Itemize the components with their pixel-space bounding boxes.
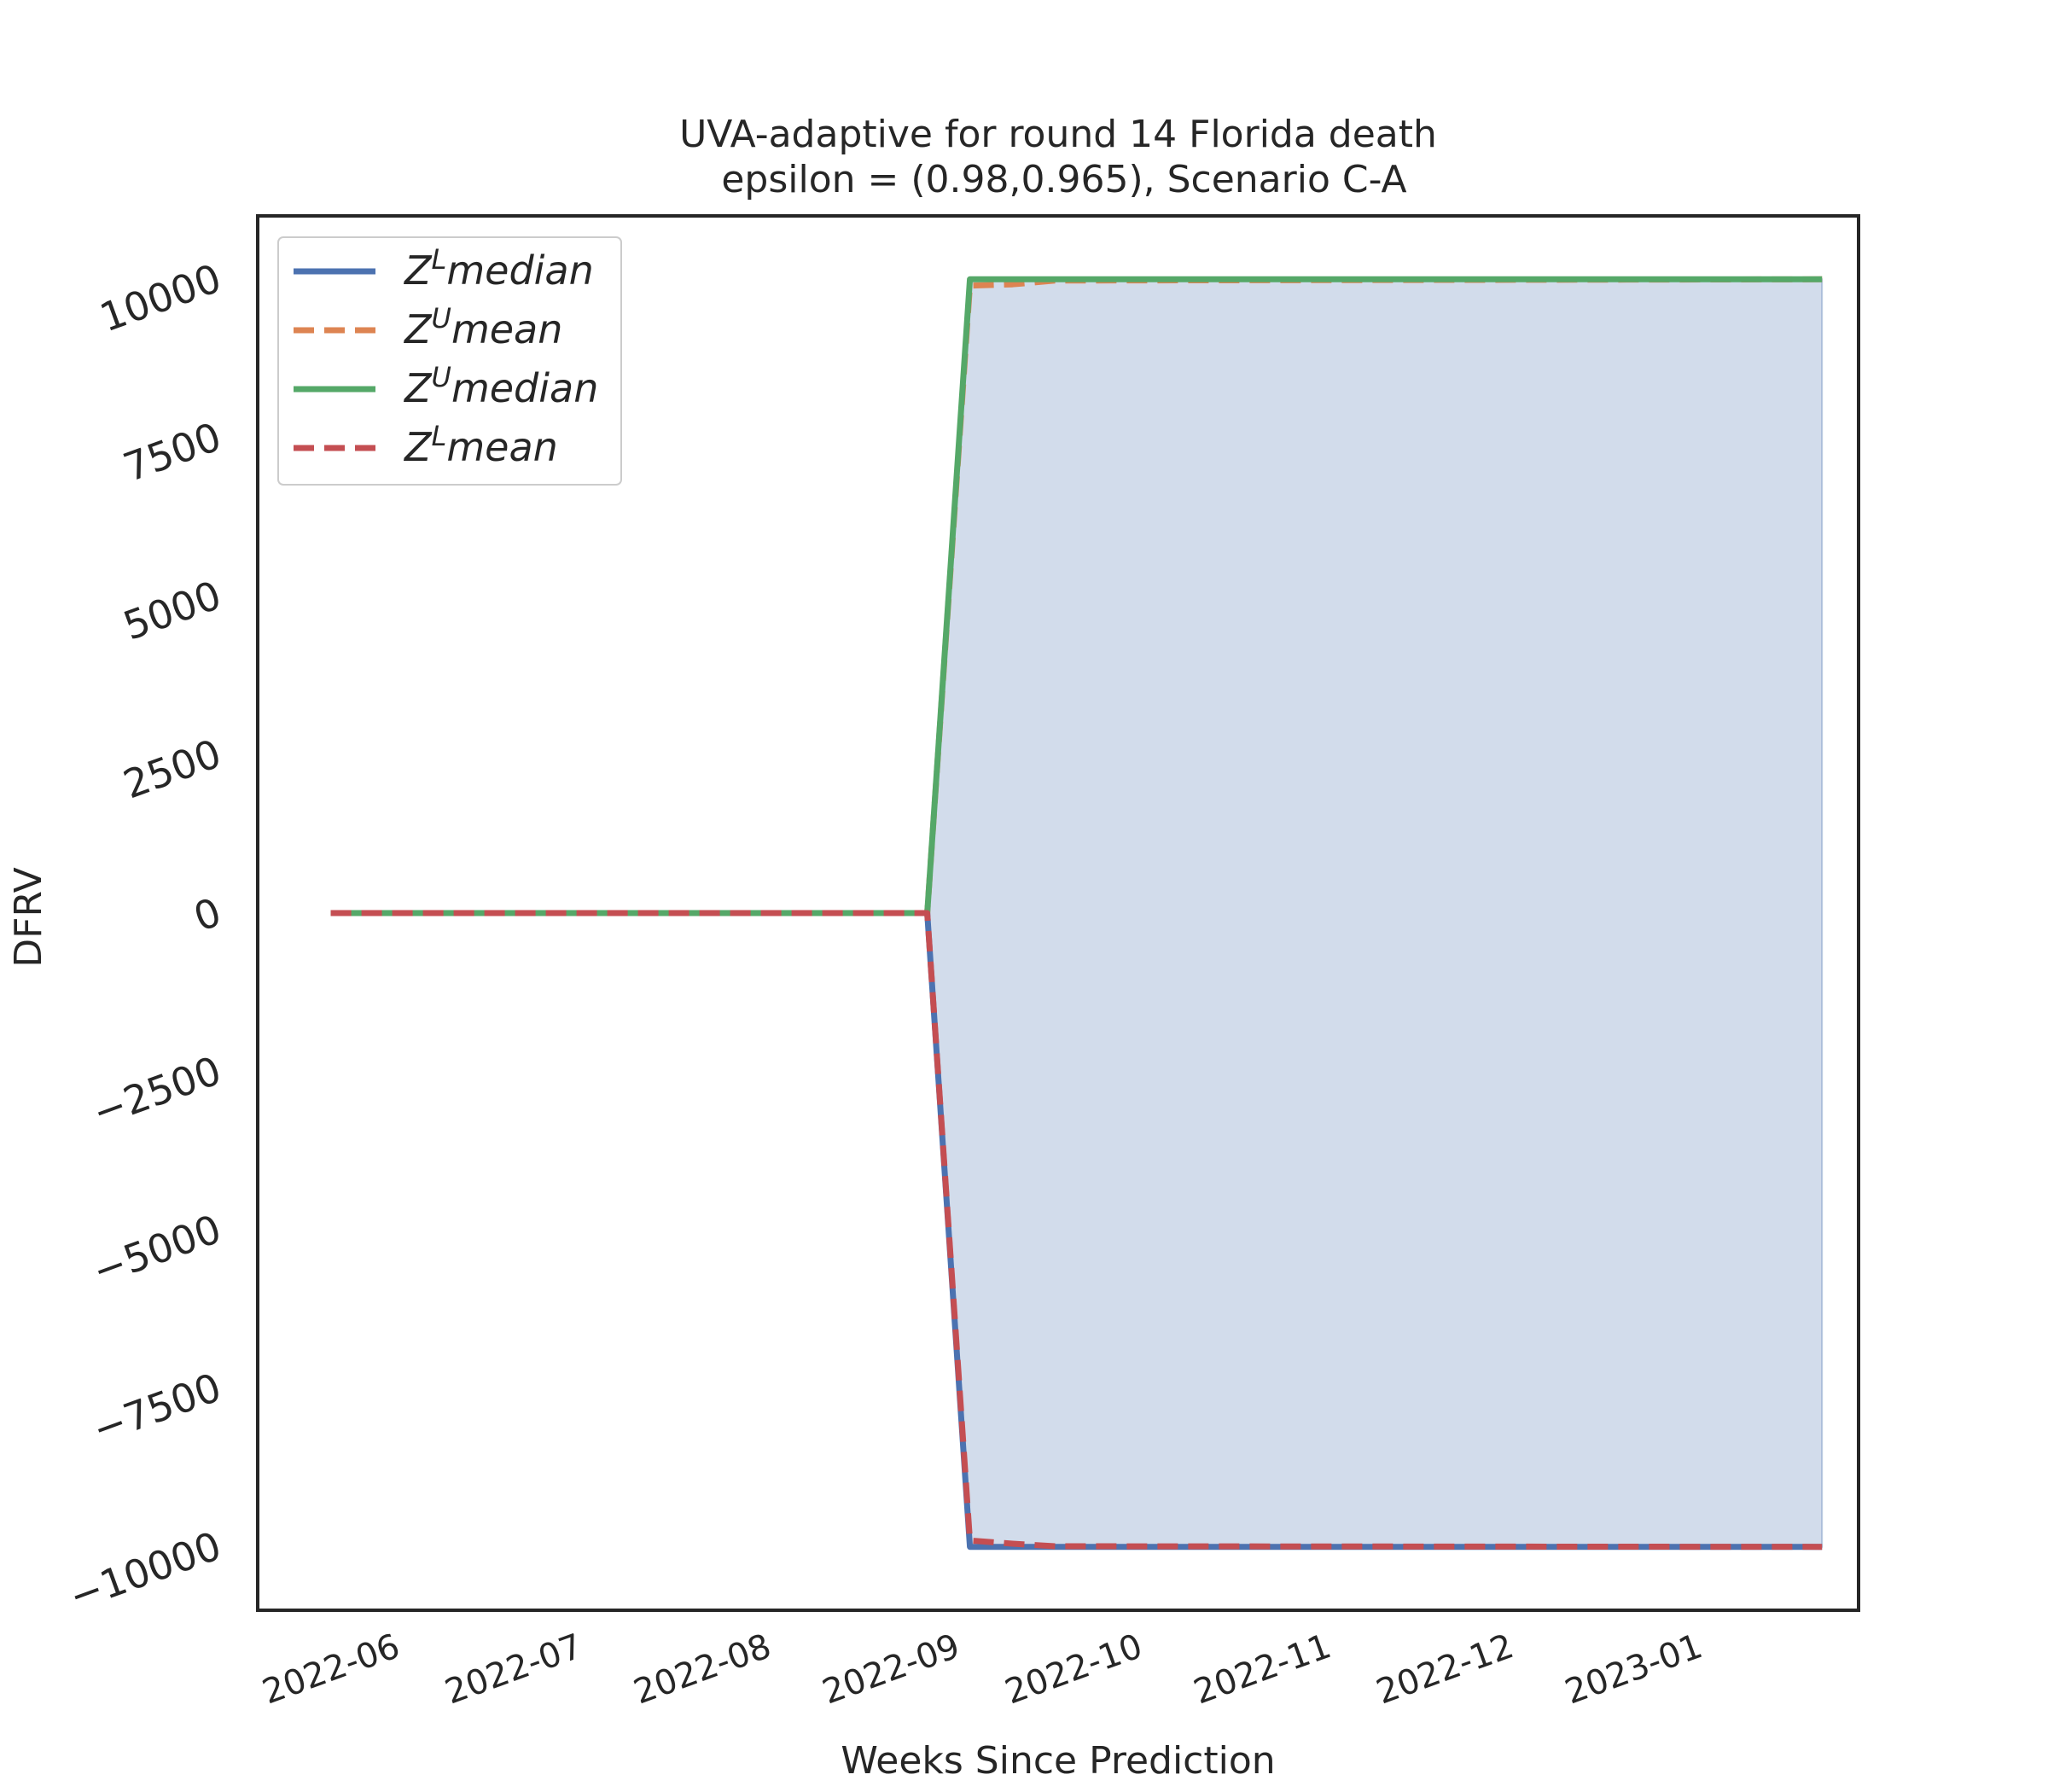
- x-tick-label: 2022-07: [440, 1626, 588, 1712]
- x-tick-label: 2023-01: [1560, 1626, 1708, 1712]
- legend-box: [277, 236, 622, 486]
- x-tick-label: 2022-11: [1189, 1626, 1336, 1712]
- y-tick-label: −2500: [86, 1047, 227, 1136]
- legend-entry-label: ZUmean: [403, 302, 562, 352]
- x-tick-label: 2022-10: [1000, 1626, 1148, 1712]
- y-tick-label: 5000: [118, 572, 227, 649]
- y-axis-ticks: −10000 −7500 −5000 −2500 0 2500 5000 7500 10000: [63, 255, 227, 1620]
- legend-entry-label: ZUmedian: [403, 361, 598, 411]
- y-tick-label: 10000: [94, 255, 227, 341]
- y-tick-label: 2500: [118, 730, 227, 808]
- plot-frame: [256, 214, 1860, 1612]
- x-axis-label: Weeks Since Prediction: [841, 1739, 1275, 1783]
- y-tick-label: 7500: [118, 413, 227, 491]
- legend-entry-label: ZLmean: [403, 420, 558, 470]
- legend-entry-label: ZLmedian: [403, 243, 594, 294]
- y-tick-label: 0: [188, 888, 227, 940]
- x-tick-label: 2022-09: [817, 1626, 965, 1712]
- y-axis-label: DFRV: [7, 867, 50, 967]
- chart-title-line-1: UVA-adaptive for round 14 Florida death: [679, 113, 1437, 156]
- x-tick-label: 2022-06: [258, 1626, 405, 1712]
- plot-area: [330, 276, 1824, 1551]
- y-tick-label: −10000: [63, 1522, 227, 1620]
- x-tick-label: 2022-12: [1371, 1626, 1519, 1712]
- x-tick-label: 2022-08: [629, 1626, 777, 1712]
- y-tick-label: −7500: [86, 1364, 227, 1452]
- y-tick-label: −5000: [86, 1206, 227, 1295]
- legend: ZLmedian ZUmean ZUmedian ZLmean: [277, 236, 622, 486]
- x-axis-ticks: 2022-06 2022-07 2022-08 2022-09 2022-10 2022-…: [258, 1626, 1708, 1712]
- series-line-z-l-mean: [330, 910, 1823, 1551]
- chart-title-line-2: epsilon = (0.98,0.965), Scenario C-A: [709, 158, 1406, 201]
